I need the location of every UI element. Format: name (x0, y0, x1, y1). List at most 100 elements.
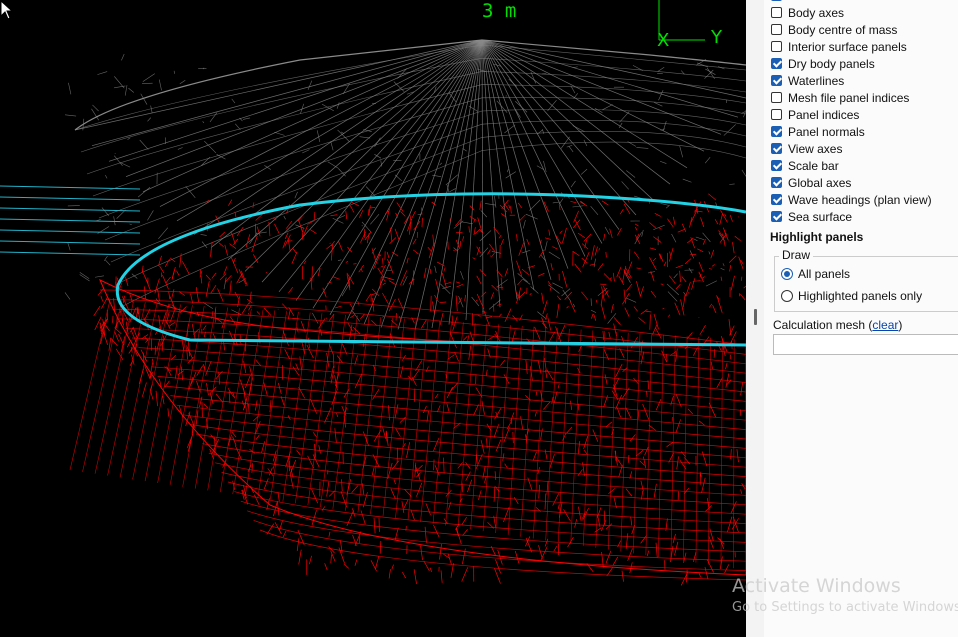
checkbox-box[interactable] (771, 58, 782, 69)
dry-panel-normal (570, 85, 576, 94)
dry-panel-normal (604, 226, 610, 235)
dry-panel-normal (522, 220, 526, 229)
wet-panel-normal (427, 247, 432, 252)
wet-panel-normal (593, 313, 597, 321)
wet-panel-column (445, 322, 464, 526)
wet-panel-normal (431, 201, 437, 206)
wet-panel-normal (500, 213, 506, 217)
wet-panel-normal (609, 277, 612, 280)
wet-panel-normal (392, 251, 399, 257)
wet-panel-normal (228, 199, 233, 206)
wet-panel-normal (619, 348, 625, 359)
radio-all-panels[interactable]: All panels (781, 267, 850, 281)
radio-button[interactable] (781, 268, 793, 280)
wet-panel-normal (544, 538, 549, 547)
dry-panel-edge (481, 39, 603, 244)
wet-panel-normal (732, 242, 735, 253)
wet-panel-normal (211, 310, 214, 319)
wet-panel-normal (495, 559, 501, 574)
wet-panel-normal (649, 257, 657, 271)
wet-panel-normal (344, 407, 348, 416)
wet-panel-column (94, 301, 134, 474)
wet-panel-normal (701, 276, 705, 279)
wet-panel-normal (487, 335, 495, 341)
checkbox-box[interactable] (771, 109, 782, 120)
checkbox-box[interactable] (771, 126, 782, 137)
wet-panel-normal (534, 411, 537, 417)
wet-panel-normal (330, 240, 335, 247)
wet-panel-normal (339, 540, 343, 553)
dry-panel-normal (340, 131, 345, 134)
checkbox-box[interactable] (771, 143, 782, 154)
checkbox-box[interactable] (771, 24, 782, 35)
checkbox-scale-bar[interactable]: Scale bar (771, 157, 839, 174)
dry-panel-normal (312, 312, 319, 324)
radio-button[interactable] (781, 290, 793, 302)
wet-panel-normal (563, 509, 571, 522)
dry-panel-normal (682, 178, 692, 183)
wet-panel-normal (423, 560, 430, 572)
checkbox-body-axes[interactable]: Body axes (771, 4, 844, 21)
checkbox-wave-headings[interactable]: Wave headings (plan view) (771, 191, 932, 208)
checkbox-box[interactable] (771, 0, 782, 1)
wet-panel-normal (727, 516, 733, 533)
checkbox-mesh-file-panel-indices[interactable]: Mesh file panel indices (771, 89, 909, 106)
checkbox-box[interactable] (771, 177, 782, 188)
wet-panel-normal (340, 340, 348, 355)
highlight-panels-title: Highlight panels (770, 230, 864, 244)
checkbox-partial[interactable] (771, 0, 788, 4)
wet-panel-normal (629, 471, 633, 479)
checkbox-box[interactable] (771, 211, 782, 222)
wet-panel-normal (720, 276, 723, 281)
wet-panel-normal (348, 277, 351, 288)
wet-panel-normal (245, 374, 251, 388)
checkbox-box[interactable] (771, 194, 782, 205)
checkbox-view-axes[interactable]: View axes (771, 140, 842, 157)
checkbox-box[interactable] (771, 92, 782, 103)
mesh-canvas[interactable] (0, 0, 746, 637)
dry-panel-normal (741, 169, 746, 177)
wet-panel-normal (121, 296, 130, 311)
wet-panel-normal (601, 551, 604, 568)
checkbox-box[interactable] (771, 75, 782, 86)
dry-panel-edge (125, 39, 483, 178)
wet-panel-normal (646, 550, 650, 556)
wet-panel-normal (144, 365, 151, 379)
checkbox-dry-body-panels[interactable]: Dry body panels (771, 55, 875, 72)
wet-panel-normal (623, 289, 626, 304)
checkbox-waterlines[interactable]: Waterlines (771, 72, 844, 89)
dry-panel-normal (572, 303, 576, 308)
wet-panel-normal (634, 251, 640, 259)
checkbox-box[interactable] (771, 7, 782, 18)
wet-panel-normal (205, 281, 210, 297)
checkbox-box[interactable] (771, 160, 782, 171)
checkbox-panel-normals[interactable]: Panel normals (771, 123, 865, 140)
radio-highlighted-panels-only[interactable]: Highlighted panels only (781, 289, 922, 303)
wet-panel-normal (253, 254, 259, 264)
checkbox-sea-surface[interactable]: Sea surface (771, 208, 852, 225)
wet-panel-normal (643, 456, 647, 469)
wet-panel-column (570, 329, 582, 545)
checkbox-interior-surface-panels[interactable]: Interior surface panels (771, 38, 907, 55)
checkbox-panel-indices[interactable]: Panel indices (771, 106, 859, 123)
dry-panel-normal (720, 267, 725, 271)
wet-panel-normal (491, 284, 498, 292)
dry-panel-normal (542, 129, 545, 134)
wet-panel-normal (186, 324, 189, 337)
clear-link[interactable]: clear (872, 318, 899, 332)
checkbox-label: Panel normals (788, 124, 865, 139)
checkbox-global-axes[interactable]: Global axes (771, 174, 851, 191)
splitter-grip[interactable] (754, 309, 757, 325)
wet-panel-normal (633, 377, 639, 385)
sea-surface-line (0, 251, 141, 256)
panel-splitter[interactable] (746, 0, 764, 637)
wet-panel-normal (205, 360, 212, 376)
dry-panel-normal (562, 289, 572, 302)
calculation-mesh-input[interactable] (773, 334, 958, 355)
checkbox-body-centre-of-mass[interactable]: Body centre of mass (771, 21, 897, 38)
wet-panel-normal (631, 524, 636, 535)
3d-view[interactable]: 3 m X Y (0, 0, 746, 637)
checkbox-box[interactable] (771, 41, 782, 52)
dry-panel-normal (480, 210, 488, 218)
wet-panel-normal (380, 265, 384, 268)
